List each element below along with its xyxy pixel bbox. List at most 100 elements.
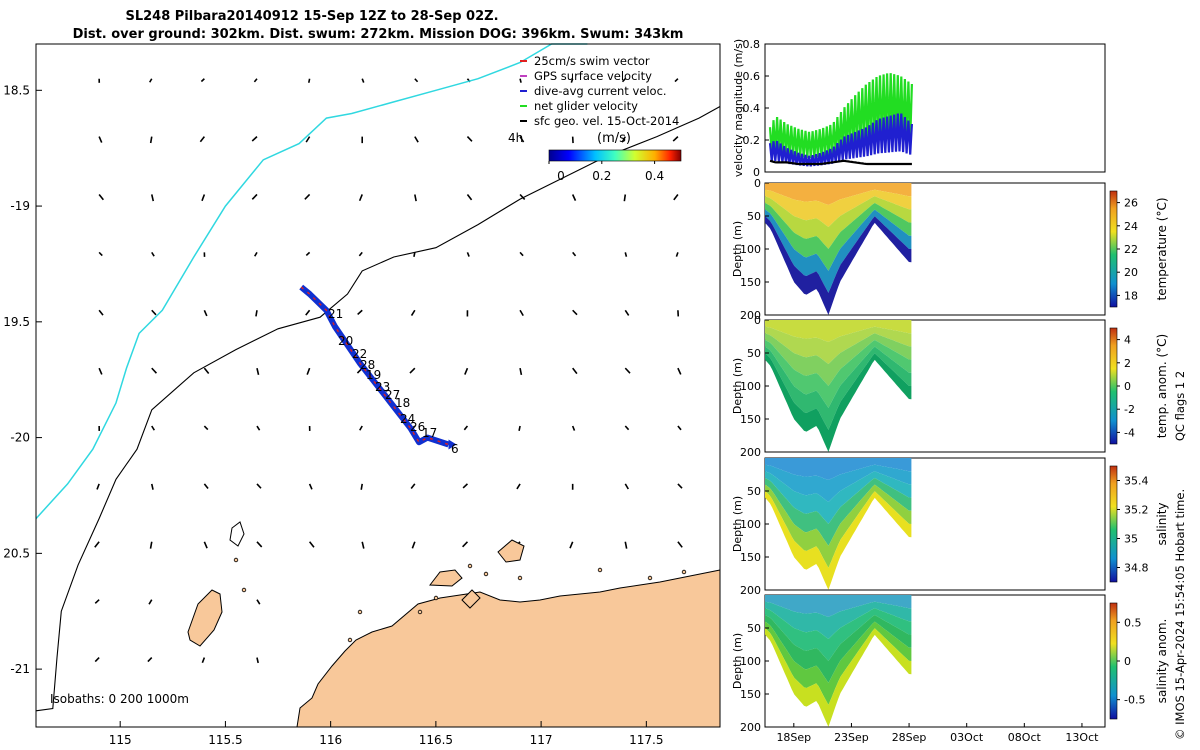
geo-vector <box>253 78 258 83</box>
geo-vector <box>358 194 363 202</box>
colorbar-tick-label: 4 <box>1124 334 1131 347</box>
heatmap-layer <box>765 608 912 661</box>
heatmap-layer <box>765 484 912 568</box>
velocity-y-tick-label: 0.2 <box>743 134 761 147</box>
heatmap-ylabel: Depth (m) <box>731 633 744 689</box>
day-label-22: 22 <box>352 347 367 361</box>
colorbar-tick-label: 0 <box>557 169 565 183</box>
island <box>461 589 481 609</box>
y-tick-label: 18.5 <box>3 83 30 97</box>
velocity-series-line <box>768 73 913 158</box>
heatmap-ylabel: Depth (m) <box>731 358 744 414</box>
barrow-island <box>187 589 223 647</box>
geo-vector <box>569 541 574 549</box>
geo-vector <box>149 78 153 83</box>
velocity-series-line <box>769 159 912 166</box>
geo-vector <box>624 425 630 431</box>
heatmap-y-tick-label: 50 <box>747 210 761 223</box>
geo-vector <box>360 483 364 490</box>
geo-vector <box>199 136 205 143</box>
geo-vector <box>361 541 365 549</box>
y-tick-label: 19.5 <box>3 315 30 329</box>
title-line-1: SL248 Pilbara20140912 15-Sep 12Z to 28-S… <box>125 9 498 24</box>
colorbar-label: salinity <box>1155 502 1169 545</box>
heatmap-layer <box>765 353 912 452</box>
geo-vector <box>409 367 416 374</box>
island <box>229 521 245 547</box>
geo-vector <box>305 309 311 316</box>
legend-label: dive-avg current veloc. <box>534 84 667 98</box>
geo-vector <box>624 252 628 257</box>
heatmap-layer <box>765 183 912 205</box>
geo-vector <box>674 78 679 83</box>
islet <box>417 609 423 615</box>
geo-vector <box>203 541 208 549</box>
colorbar-tick-label: 34.8 <box>1124 562 1149 575</box>
geo-vector <box>677 367 682 375</box>
heatmap-panel: 0 50 100 150 200 Depth (m) -4 -2 0 2 4 temp. anom. … <box>731 314 1169 459</box>
swim-vectors <box>300 286 449 446</box>
x-tick-label: 117 <box>530 733 553 747</box>
colorbar-tick-label: 26 <box>1124 197 1138 210</box>
colorbar-unit: (m/s) <box>597 131 631 146</box>
heatmap-panel: 50 100 150 200 Depth (m) 34.8 35 35.2 35.4 salini… <box>731 457 1169 597</box>
geo-vector <box>519 78 522 83</box>
colorbar-label: temp. anom. (°C) <box>1155 334 1169 438</box>
heatmap-y-tick-label: 200 <box>740 309 761 322</box>
geo-vector <box>151 425 156 431</box>
geo-vector <box>519 309 524 317</box>
day-label-20: 20 <box>338 334 353 348</box>
geo-vector <box>151 251 155 257</box>
geo-vector <box>150 483 154 490</box>
heatmap-layer <box>765 628 912 727</box>
geo-vector <box>256 483 262 489</box>
geo-vector <box>361 78 365 83</box>
geo-vector <box>98 251 103 257</box>
islet <box>647 575 653 581</box>
islet <box>433 595 439 601</box>
time-tick-label: 03Oct <box>950 731 984 744</box>
geo-vector <box>200 78 205 83</box>
velocity-y-tick-label: 0 <box>753 166 760 179</box>
geo-vector <box>462 541 469 548</box>
heatmap-layer <box>765 320 912 342</box>
heatmap-y-tick-label: 150 <box>740 551 761 564</box>
island <box>429 569 463 587</box>
geo-vector <box>148 599 153 605</box>
colorbar-label: temperature (°C) <box>1155 198 1169 301</box>
colorbar-tick-label: 0.5 <box>1124 616 1142 629</box>
heatmap-layer <box>765 458 912 480</box>
map-axis-ticks: 115 115.5 116 116.5 117 117.5 18.5 -19 19.5 -20 20… <box>3 83 663 747</box>
geo-vector <box>255 310 258 317</box>
colorbar-tick-label: 0.2 <box>592 169 611 183</box>
heatmap-layer <box>765 346 912 430</box>
geo-vector <box>519 136 525 143</box>
colorbar-tick-label: 35 <box>1124 533 1138 546</box>
heatmap-layer <box>765 209 912 293</box>
geo-vector <box>518 425 521 431</box>
geo-vector <box>464 367 469 375</box>
islet <box>517 575 523 581</box>
geo-vector <box>414 194 417 202</box>
x-tick-label: 116 <box>319 733 342 747</box>
legend-label: net glider velocity <box>534 99 638 113</box>
colorbar-tick-label: 0 <box>1124 655 1131 668</box>
heatmap-layer <box>765 464 912 502</box>
geo-vector <box>571 425 576 431</box>
geo-vector <box>572 251 577 257</box>
colorbar-tick-label: 35.2 <box>1124 504 1149 517</box>
geo-vector <box>306 367 311 375</box>
colorbar-tick-label: 24 <box>1124 220 1138 233</box>
geo-vector <box>466 252 470 257</box>
geo-vector <box>673 194 679 201</box>
geo-vector <box>150 194 155 202</box>
time-tick-label: 13Oct <box>1065 731 1099 744</box>
geo-vector <box>621 136 626 143</box>
islet <box>357 609 363 615</box>
geo-vector <box>572 309 578 316</box>
time-tick-label: 28Sep <box>892 731 927 744</box>
geo-vector <box>203 425 209 431</box>
track-head <box>448 439 457 450</box>
geo-vector <box>624 367 631 374</box>
